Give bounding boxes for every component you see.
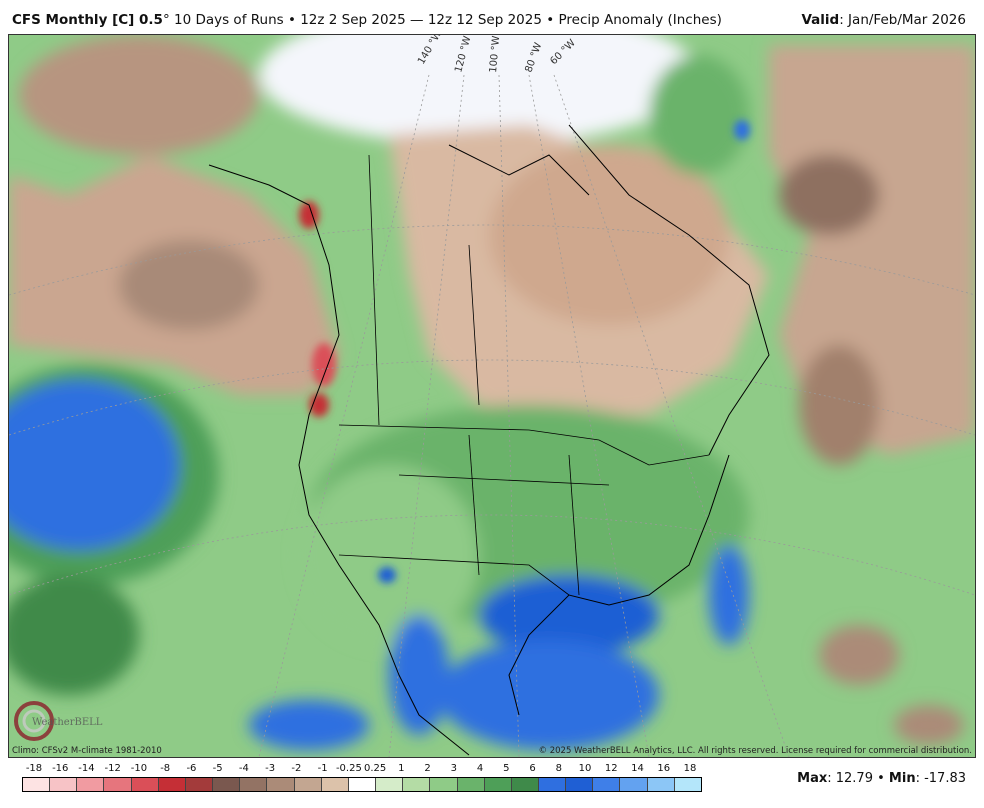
colorbar-tick-label: 18 bbox=[683, 763, 697, 774]
weatherbell-logo: WeatherBELL bbox=[12, 697, 112, 749]
colorbar-swatch bbox=[593, 778, 621, 791]
colorbar-tick-label: -12 bbox=[104, 763, 121, 774]
colorbar-tick-label: 3 bbox=[450, 763, 458, 774]
map-stats: Max: 12.79 • Min: -17.83 bbox=[797, 771, 966, 786]
max-label: Max bbox=[797, 771, 828, 786]
colorbar-swatch bbox=[511, 778, 539, 791]
map-title: CFS Monthly [C] 0.5° 10 Days of Runs • 1… bbox=[12, 12, 722, 28]
anomaly-extremes bbox=[299, 120, 750, 583]
climo-note: Climo: CFSv2 M-climate 1981-2010 bbox=[12, 746, 162, 756]
max-value: : 12.79 bbox=[827, 771, 873, 786]
colorbar-tick-label: -14 bbox=[78, 763, 95, 774]
colorbar-tick-label: 16 bbox=[657, 763, 671, 774]
colorbar-swatch bbox=[131, 778, 159, 791]
colorbar-tick-label: -6 bbox=[186, 763, 197, 774]
colorbar-swatch bbox=[403, 778, 431, 791]
colorbar-tick-label: -3 bbox=[265, 763, 276, 774]
colorbar-tick-label: -1 bbox=[317, 763, 328, 774]
run-description: 10 Days of Runs • 12z 2 Sep 2025 — 12z 1… bbox=[173, 12, 722, 28]
colorbar-swatch bbox=[23, 778, 51, 791]
colorbar-swatch bbox=[185, 778, 214, 791]
colorbar-swatch bbox=[348, 778, 377, 791]
colorbar-swatch bbox=[430, 778, 458, 791]
colorbar-swatch bbox=[376, 778, 404, 791]
valid-period: Valid: Jan/Feb/Mar 2026 bbox=[801, 12, 966, 28]
logo-mark: WeatherBELL bbox=[14, 701, 103, 741]
colorbar-swatch bbox=[267, 778, 295, 791]
model-name: CFS Monthly [C] 0.5 bbox=[12, 12, 163, 28]
colorbar-swatch bbox=[566, 778, 594, 791]
colorbar-tick-label: 8 bbox=[555, 763, 562, 774]
colorbar-tick-label: 1 bbox=[398, 763, 405, 774]
colorbar-tick-label: 12 bbox=[604, 763, 618, 774]
colorbar-tick-label: -0.25 bbox=[335, 763, 362, 774]
graticule bbox=[9, 74, 975, 757]
watermark-text: WeatherBELL bbox=[32, 717, 103, 728]
precip-anomaly-map: 140 °W 120 °W 100 °W 80 °W 60 °W bbox=[8, 34, 976, 758]
colorbar-tick-label: -10 bbox=[130, 763, 148, 774]
colorbar-swatch bbox=[538, 778, 567, 791]
map-header: CFS Monthly [C] 0.5° 10 Days of Runs • 1… bbox=[0, 0, 984, 34]
colorbar bbox=[22, 777, 702, 792]
colorbar-swatch bbox=[77, 778, 105, 791]
valid-value: : Jan/Feb/Mar 2026 bbox=[839, 12, 966, 28]
colorbar-swatch bbox=[294, 778, 322, 791]
colorbar-swatch bbox=[321, 778, 349, 791]
colorbar-tick-label: -5 bbox=[212, 763, 223, 774]
colorbar-swatch bbox=[158, 778, 186, 791]
colorbar-tick-label: 14 bbox=[631, 763, 644, 774]
degree-symbol: ° bbox=[162, 12, 170, 28]
coastlines bbox=[208, 124, 770, 756]
colorbar-swatch bbox=[620, 778, 648, 791]
colorbar-tick-label: 4 bbox=[476, 763, 484, 774]
copyright-note: © 2025 WeatherBELL Analytics, LLC. All r… bbox=[538, 746, 972, 756]
colorbar-swatch bbox=[647, 778, 675, 791]
colorbar-swatch bbox=[457, 778, 485, 791]
colorbar-swatch bbox=[50, 778, 78, 791]
colorbar-tick-label: -2 bbox=[291, 763, 302, 774]
min-value: : -17.83 bbox=[915, 771, 966, 786]
colorbar-tick-label: -8 bbox=[160, 763, 171, 774]
colorbar-swatch bbox=[213, 778, 241, 791]
colorbar-tick-label: 10 bbox=[578, 763, 592, 774]
colorbar-swatch bbox=[104, 778, 132, 791]
valid-label: Valid bbox=[801, 12, 840, 28]
colorbar-tick-label: 6 bbox=[529, 763, 536, 774]
anomaly-shading bbox=[9, 35, 975, 750]
stats-separator: • bbox=[872, 771, 889, 786]
lon-label-100w: 100 °W bbox=[488, 35, 502, 73]
colorbar-tick-label: 5 bbox=[503, 763, 510, 774]
map-canvas: 140 °W 120 °W 100 °W 80 °W 60 °W bbox=[9, 35, 975, 757]
colorbar-tick-label: -16 bbox=[52, 763, 69, 774]
colorbar-tick-label: -18 bbox=[25, 763, 43, 774]
borders bbox=[338, 154, 710, 596]
colorbar-tick-label: 0.25 bbox=[363, 763, 387, 774]
min-label: Min bbox=[888, 771, 916, 786]
colorbar-swatch bbox=[240, 778, 268, 791]
colorbar-swatch bbox=[484, 778, 512, 791]
colorbar-tick-label: 2 bbox=[424, 763, 431, 774]
colorbar-tick-label: -4 bbox=[238, 763, 249, 774]
colorbar-swatch bbox=[674, 778, 701, 791]
